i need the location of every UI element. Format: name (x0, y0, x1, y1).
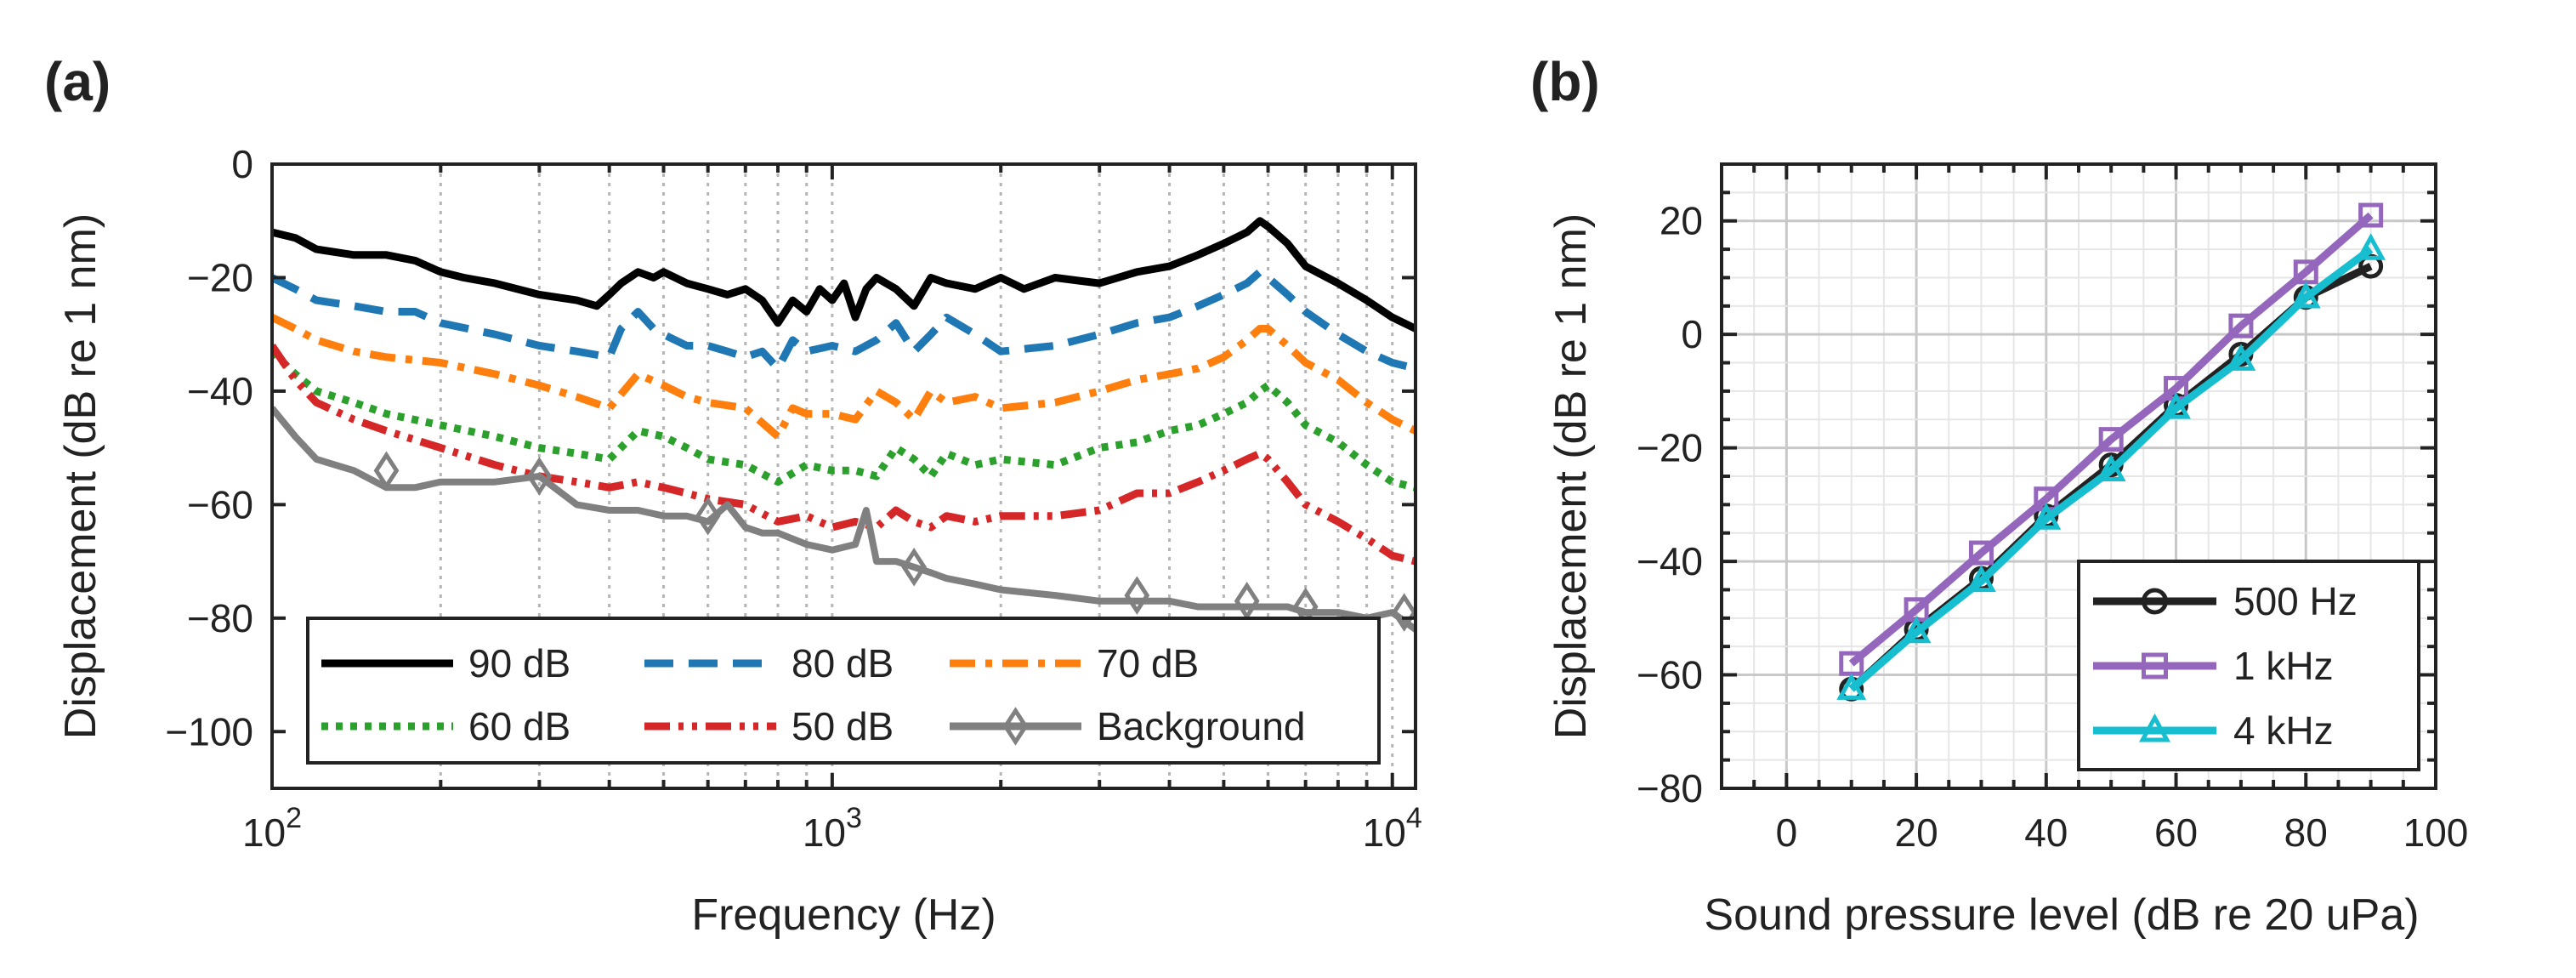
legend-label: 4 kHz (2233, 708, 2334, 753)
y-tick-label: −100 (165, 709, 253, 753)
series-marker (1836, 673, 1867, 700)
series-marker (1391, 593, 1416, 632)
series-marker (2290, 281, 2321, 309)
y-tick-label: −20 (187, 255, 253, 299)
legend-label: 70 dB (1097, 641, 1199, 685)
x-tick-label: 100 (2403, 810, 2469, 855)
panel-a-series (272, 217, 1416, 633)
series-line-2 (272, 314, 1416, 441)
panel-a-label: (a) (44, 51, 111, 112)
x-tick-base: 10 (242, 810, 286, 855)
y-tick-label: −40 (187, 369, 253, 413)
panel-b-legend: 500 Hz 1 kHz 4 kHz (2077, 560, 2420, 771)
x-tick-exponent: 4 (1406, 802, 1422, 834)
legend-label: 50 dB (792, 704, 894, 748)
x-tick-label: 103 (803, 802, 862, 855)
x-tick-label: 80 (2284, 810, 2328, 855)
panel-a-x-axis-label: Frequency (Hz) (691, 890, 996, 940)
series-marker (901, 547, 928, 587)
x-tick-exponent: 2 (286, 802, 302, 834)
panel-b-label: (b) (1530, 51, 1600, 112)
series-marker (2098, 427, 2124, 452)
y-tick-label: −40 (1637, 539, 1703, 583)
x-tick-exponent: 3 (846, 802, 862, 834)
panel-b-x-axis-label: Sound pressure level (dB re 20 uPa) (1704, 890, 2419, 940)
legend-label: 500 Hz (2233, 579, 2358, 623)
y-tick-label: 20 (1660, 199, 1703, 243)
panel-a-axes-box (270, 162, 1417, 790)
series-marker (2228, 313, 2254, 338)
series-marker (2096, 454, 2126, 482)
x-tick-label: 104 (1363, 802, 1422, 855)
series-line-1 (272, 268, 1416, 372)
series-line-5 (272, 406, 1416, 633)
legend-marker (2142, 588, 2168, 615)
y-tick-label: −80 (1637, 766, 1703, 810)
legend-label: 80 dB (792, 641, 894, 685)
y-tick-label: −60 (187, 482, 253, 526)
series-line-2 (1848, 246, 2374, 692)
legend-marker (2138, 713, 2171, 742)
series-marker (1124, 576, 1150, 615)
x-tick-base: 10 (803, 810, 846, 855)
series-line-4 (272, 343, 1416, 566)
x-tick-base: 10 (1363, 810, 1406, 855)
panel-b: (b) 0 20 40 60 80 100 20 0 −20 −40 −60 −80 Sound pres… (1530, 51, 2468, 940)
y-tick-label: −80 (187, 596, 253, 640)
series-marker (2161, 391, 2191, 419)
legend-marker (2142, 652, 2168, 679)
legend-label: 90 dB (468, 641, 570, 685)
series-marker (695, 496, 721, 536)
x-tick-label: 0 (1776, 810, 1798, 855)
series-marker (2358, 202, 2384, 228)
legend-label: 1 kHz (2233, 644, 2334, 688)
series-marker (1901, 616, 1932, 644)
legend-marker (1002, 707, 1029, 746)
series-marker (1968, 540, 1994, 566)
series-marker (2356, 233, 2386, 260)
series-marker (1966, 565, 1996, 593)
y-tick-label: −20 (1637, 426, 1703, 470)
legend-label: Background (1097, 704, 1306, 748)
x-tick-label: 20 (1895, 810, 1938, 855)
series-line-0 (272, 217, 1416, 333)
series-marker (373, 451, 400, 491)
legend-box (306, 617, 1381, 765)
panel-a-y-axis-label: Displacement (dB re 1 nm) (56, 213, 105, 739)
y-tick-label: 0 (1681, 312, 1703, 356)
y-tick-label: 0 (231, 142, 253, 186)
x-tick-label: 60 (2154, 810, 2198, 855)
y-tick-label: −60 (1637, 653, 1703, 697)
series-marker (2031, 503, 2062, 530)
panel-b-y-axis-label: Displacement (dB re 1 nm) (1546, 213, 1596, 739)
series-marker (2226, 344, 2256, 371)
series-marker (526, 457, 553, 496)
series-line-1 (1848, 212, 2374, 667)
series-line-3 (272, 348, 1416, 492)
x-tick-label: 102 (242, 802, 302, 855)
legend-label: 60 dB (468, 704, 570, 748)
panel-b-series (1836, 202, 2386, 702)
panel-a-legend: 90 dB 80 dB 70 dB 60 dB 50 dB Background (306, 617, 1381, 765)
x-tick-label: 40 (2024, 810, 2068, 855)
